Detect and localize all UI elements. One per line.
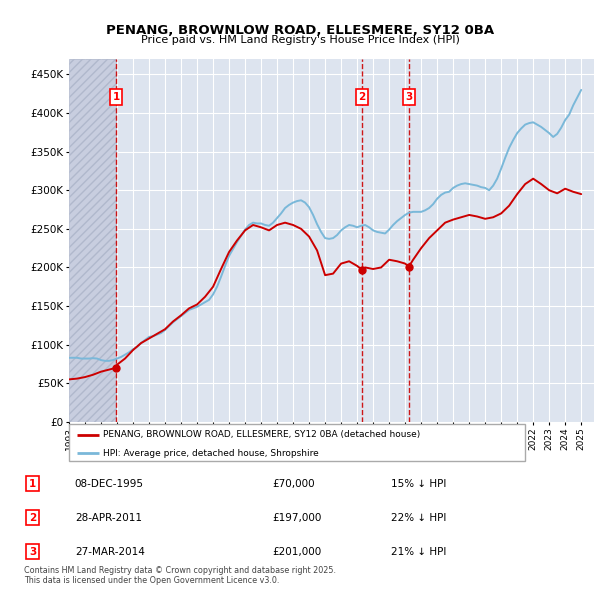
- Text: Price paid vs. HM Land Registry's House Price Index (HPI): Price paid vs. HM Land Registry's House …: [140, 35, 460, 45]
- Text: PENANG, BROWNLOW ROAD, ELLESMERE, SY12 0BA: PENANG, BROWNLOW ROAD, ELLESMERE, SY12 0…: [106, 24, 494, 37]
- Text: 3: 3: [29, 547, 36, 557]
- Text: 22% ↓ HPI: 22% ↓ HPI: [391, 513, 446, 523]
- Text: £197,000: £197,000: [272, 513, 322, 523]
- Text: 21% ↓ HPI: 21% ↓ HPI: [391, 547, 446, 557]
- Text: 3: 3: [405, 92, 412, 102]
- Text: 2: 2: [359, 92, 366, 102]
- Text: PENANG, BROWNLOW ROAD, ELLESMERE, SY12 0BA (detached house): PENANG, BROWNLOW ROAD, ELLESMERE, SY12 0…: [103, 430, 421, 439]
- Text: HPI: Average price, detached house, Shropshire: HPI: Average price, detached house, Shro…: [103, 449, 319, 458]
- Bar: [69, 59, 116, 422]
- FancyBboxPatch shape: [69, 424, 525, 461]
- Text: Contains HM Land Registry data © Crown copyright and database right 2025.
This d: Contains HM Land Registry data © Crown c…: [24, 566, 336, 585]
- Text: 28-APR-2011: 28-APR-2011: [75, 513, 142, 523]
- Text: 2: 2: [29, 513, 36, 523]
- Text: £201,000: £201,000: [272, 547, 322, 557]
- Text: 1: 1: [112, 92, 119, 102]
- Text: 15% ↓ HPI: 15% ↓ HPI: [391, 478, 446, 489]
- Text: £70,000: £70,000: [272, 478, 315, 489]
- Text: 08-DEC-1995: 08-DEC-1995: [75, 478, 144, 489]
- Text: 27-MAR-2014: 27-MAR-2014: [75, 547, 145, 557]
- Text: 1: 1: [29, 478, 36, 489]
